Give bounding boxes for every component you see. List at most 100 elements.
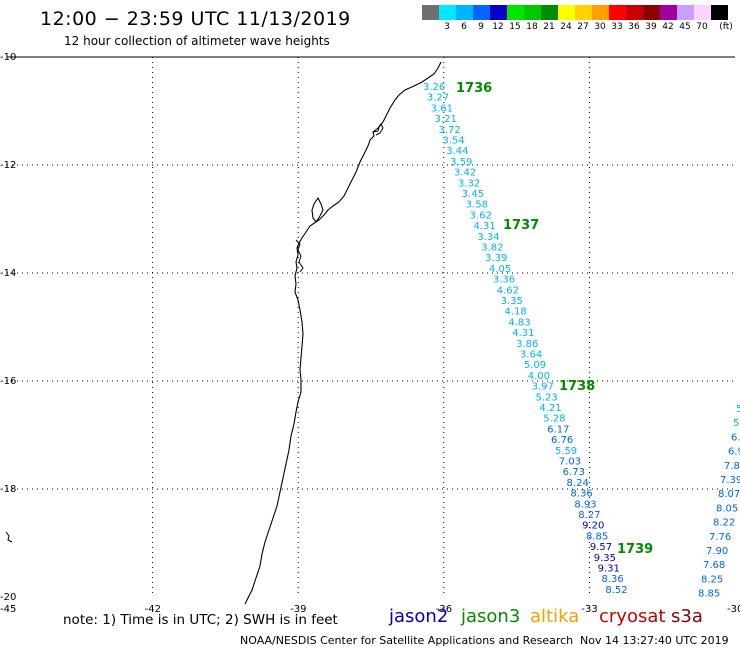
colorbar-swatch — [592, 5, 609, 20]
colorbar-swatch — [626, 5, 643, 20]
colorbar-tick-label: 9 — [478, 22, 484, 32]
colorbar-swatch — [575, 5, 592, 20]
lat-tick-label: -14 — [0, 268, 16, 279]
colorbar-tick-label: 15 — [509, 22, 521, 32]
lat-lon-grid — [7, 56, 735, 597]
colorbar-swatch — [558, 5, 575, 20]
colorbar-tick-label: 3 — [444, 22, 450, 32]
colorbar-tick-label: 30 — [594, 22, 606, 32]
colorbar-swatch — [490, 5, 507, 20]
swh-value-label: 3.42 — [454, 168, 476, 179]
pass-time-label: 1739 — [617, 542, 653, 557]
swh-value-label: 8.05 — [716, 503, 738, 514]
lat-tick-label: -10 — [0, 52, 16, 63]
pass-time-label: 1738 — [559, 379, 595, 394]
swh-value-label: 8.25 — [701, 574, 723, 585]
swh-value-label: 3.34 — [477, 232, 499, 243]
swh-value-label: 3.82 — [481, 243, 503, 254]
colorbar-swatch — [422, 5, 439, 20]
colorbar-tick-label: 45 — [679, 22, 691, 32]
axis-tick-labels: -45 -42 -39 -36 -33 -30 -10 -12 -14 -16 -18 -20 — [0, 52, 740, 615]
legend-s3a: s3a — [671, 606, 703, 627]
swh-value-label: 6.73 — [563, 467, 585, 478]
swh-value-label: 3.62 — [470, 210, 492, 221]
swh-value-label: 6.9 — [728, 447, 740, 458]
colorbar-swatch — [694, 5, 711, 20]
lon-tick-label: -42 — [145, 604, 161, 615]
swh-value-label: 7.8 — [724, 461, 740, 472]
swh-value-label: 3.44 — [446, 146, 468, 157]
colorbar-tick-label: 21 — [543, 22, 555, 32]
colorbar-swatch — [643, 5, 660, 20]
swh-value-label: 4.62 — [497, 285, 519, 296]
swh-value-label: 3.97 — [532, 382, 554, 393]
swh-value-label: 3.26 — [423, 82, 445, 93]
credit-line: NOAA/NESDIS Center for Satellite Applica… — [240, 634, 574, 647]
swh-value-label: 7.03 — [559, 457, 581, 468]
swh-value-label: 5 — [733, 418, 739, 429]
swh-value-label: 3.21 — [435, 114, 457, 125]
swh-value-label: 3.54 — [442, 136, 464, 147]
colorbar-swatch — [711, 5, 728, 20]
colorbar-swatch — [609, 5, 626, 20]
swh-value-label: 3.61 — [431, 103, 453, 114]
colorbar-swatch — [473, 5, 490, 20]
swh-value-label: 8.93 — [574, 499, 596, 510]
colorbar-swatch — [439, 5, 456, 20]
footnote: note: 1) Time is in UTC; 2) SWH is in fe… — [63, 612, 338, 628]
swh-value-label: 4.83 — [508, 317, 530, 328]
lon-tick-label: -36 — [436, 604, 452, 615]
colorbar-swatch — [524, 5, 541, 20]
swh-value-label: 8.07 — [718, 489, 740, 500]
swh-value-label: 8.24 — [567, 478, 589, 489]
lon-tick-label: -33 — [581, 604, 597, 615]
swh-value-label: 5.23 — [536, 392, 558, 403]
pass-time-label: 1736 — [456, 81, 492, 96]
colorbar-tick-label: 42 — [662, 22, 674, 32]
swh-value-label: 3.32 — [458, 178, 480, 189]
swh-value-label: 8.85 — [586, 531, 608, 542]
lon-tick-label: -39 — [290, 604, 306, 615]
swh-value-label: 5.28 — [543, 414, 565, 425]
swh-value-label: 3.86 — [516, 339, 538, 350]
swh-value-label: 3.45 — [462, 189, 484, 200]
legend-altika: altika — [530, 606, 580, 627]
colorbar-swatch — [507, 5, 524, 20]
colorbar-tick-label: 12 — [492, 22, 504, 32]
colorbar-tick-label: 39 — [645, 22, 657, 32]
colorbar-swatch — [677, 5, 694, 20]
swh-value-label: 8.27 — [578, 510, 600, 521]
swh-value-label: 3.64 — [520, 350, 542, 361]
swh-value-label: 4.31 — [473, 221, 495, 232]
lon-tick-label: -30 — [727, 604, 740, 615]
legend-cryosat: cryosat — [599, 606, 666, 627]
lat-tick-label: -16 — [0, 376, 16, 387]
legend-jason2: jason2 — [389, 606, 449, 627]
generated-timestamp: Nov 14 13:27:40 UTC 2019 — [580, 634, 729, 647]
swh-value-label: 8.85 — [698, 589, 720, 600]
colorbar-tick-label: 70 — [696, 22, 708, 32]
swh-value-label: 9.57 — [590, 542, 612, 553]
colorbar-swatch — [541, 5, 558, 20]
coastline-inlet — [372, 123, 384, 136]
colorbar-tick-label: 24 — [560, 22, 572, 32]
swh-value-label: 5 — [736, 404, 740, 415]
coastline-island — [295, 239, 304, 273]
swh-value-label: 5.59 — [555, 446, 577, 457]
swh-value-label: 4.05 — [489, 264, 511, 275]
swh-value-label: 3.27 — [427, 93, 449, 104]
colorbar-swatch — [456, 5, 473, 20]
coastline — [244, 61, 442, 605]
swh-value-label: 7.90 — [706, 546, 728, 557]
swh-value-label: 4.21 — [539, 403, 561, 414]
swh-value-label: 4.00 — [528, 371, 550, 382]
map-title: 12:00 − 23:59 UTC 11/13/2019 — [40, 8, 351, 30]
swh-value-label: 3.36 — [493, 275, 515, 286]
colorbar-unit: (ft) — [719, 22, 733, 32]
pass-labels: 1736 1737 1738 1739 — [456, 81, 653, 557]
lat-tick-label: -18 — [0, 484, 16, 495]
swh-value-label: 4.18 — [504, 307, 526, 318]
altimeter-tracks: 3.263.273.613.213.723.543.443.593.423.32… — [423, 82, 740, 600]
swh-value-label: 3.35 — [501, 296, 523, 307]
